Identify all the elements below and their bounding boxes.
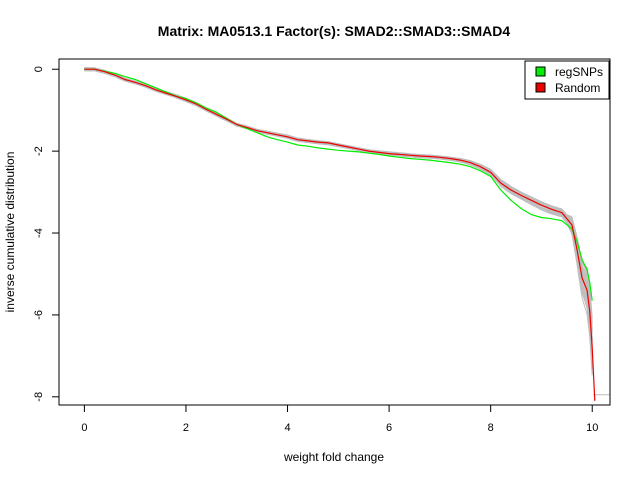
y-tick-label: -2 — [33, 146, 45, 156]
y-tick-label: -8 — [33, 392, 45, 402]
random-sim-line — [84, 67, 593, 332]
y-axis-label: inverse cumulative distribution — [3, 152, 17, 313]
x-tick-label: 10 — [586, 422, 598, 434]
random-sim-line — [84, 68, 593, 357]
random-sim-line — [84, 69, 593, 362]
y-tick-label: -4 — [33, 228, 45, 238]
random-sim-line — [84, 68, 593, 359]
y-axis: 0 -2 -4 -6 -8 — [33, 66, 60, 402]
x-tick-label: 0 — [81, 422, 87, 434]
legend-swatch — [535, 66, 546, 77]
random-sim-line — [84, 68, 593, 350]
random-sim-line — [84, 69, 593, 354]
random-sim-line — [84, 70, 593, 369]
x-tick-label: 6 — [386, 422, 392, 434]
random-sim-line — [84, 68, 593, 330]
y-tick-label: 0 — [33, 66, 45, 72]
legend: regSNPs Random — [524, 60, 610, 100]
x-tick-label: 8 — [488, 422, 494, 434]
legend-label: Random — [555, 81, 600, 95]
random-sim-line — [84, 69, 593, 358]
random-sim-line — [84, 69, 593, 376]
legend-label: regSNPs — [555, 65, 603, 79]
x-tick-label: 4 — [284, 422, 290, 434]
series-line-random — [84, 68, 596, 401]
random-sim-line — [84, 68, 593, 344]
random-sim-line — [84, 70, 593, 358]
x-axis: 0 2 4 6 8 10 — [81, 404, 598, 434]
legend-swatch — [535, 82, 546, 93]
random-sim-line — [84, 68, 593, 347]
random-sim-line — [84, 70, 593, 370]
random-sim-line — [84, 69, 593, 355]
random-sim-line — [84, 68, 593, 355]
series-line-regsnps — [84, 68, 593, 301]
random-sim-line — [84, 69, 593, 360]
random-sim-line — [84, 69, 593, 360]
random-sim-line — [84, 67, 593, 339]
series-lines — [84, 68, 596, 401]
x-axis-label: weight fold change — [283, 450, 384, 464]
random-sim-line — [84, 68, 593, 348]
random-sim-line — [84, 68, 593, 329]
random-sim-line — [84, 68, 593, 349]
plot-frame — [58, 58, 611, 406]
y-tick-label: -6 — [33, 310, 45, 320]
x-tick-label: 2 — [183, 422, 189, 434]
random-sim-line — [84, 68, 593, 345]
random-sim-line — [84, 67, 593, 334]
chart-title: Matrix: MA0513.1 Factor(s): SMAD2::SMAD3… — [158, 23, 511, 39]
random-simulation-lines — [84, 67, 610, 396]
random-sim-line — [84, 67, 593, 330]
random-sim-line — [84, 69, 593, 361]
random-sim-line — [84, 69, 593, 368]
random-sim-line — [84, 69, 593, 366]
random-sim-line — [84, 68, 593, 361]
random-sim-line — [84, 69, 593, 359]
random-sim-line — [84, 67, 593, 339]
random-sim-line — [84, 69, 593, 368]
random-sim-line — [84, 69, 593, 353]
